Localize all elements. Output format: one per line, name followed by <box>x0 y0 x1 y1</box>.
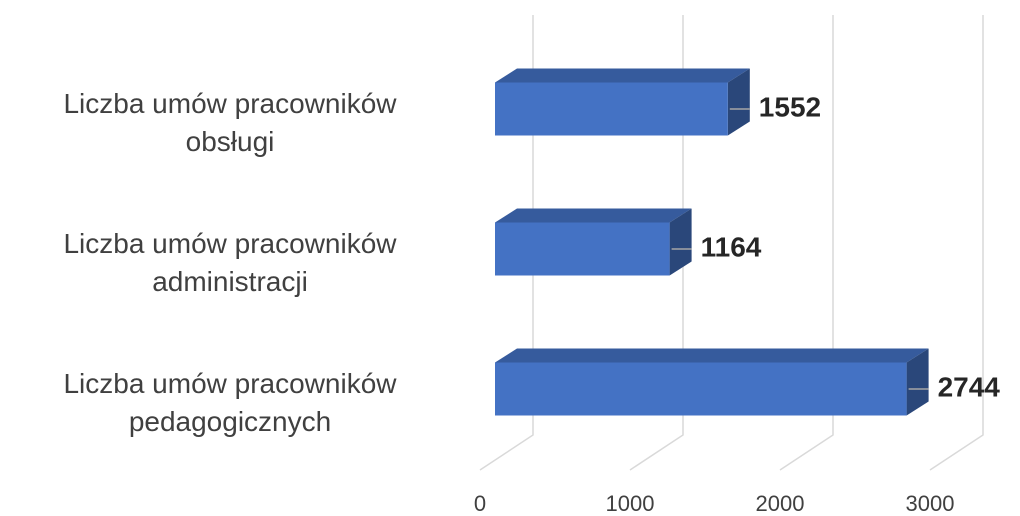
value-label: 1164 <box>701 231 762 262</box>
bar-side <box>669 208 692 276</box>
bar-top <box>495 208 692 223</box>
bar-side <box>906 348 929 416</box>
x-tick-label: 3000 <box>906 491 955 516</box>
x-tick-label: 2000 <box>756 491 805 516</box>
grid-line <box>479 15 534 471</box>
bar-top <box>495 68 750 83</box>
category-label: Liczba umów pracowników obsługi <box>63 88 397 157</box>
bar <box>495 208 692 276</box>
category-label: Liczba umów pracowników pedagogicznych <box>63 368 397 437</box>
bar-front <box>495 82 728 136</box>
grid-line <box>629 15 684 471</box>
grid-line <box>929 15 984 471</box>
bar-top <box>495 348 929 363</box>
category-label: Liczba umów pracowników administracji <box>63 228 397 297</box>
grid-line <box>779 15 834 471</box>
bar <box>495 68 750 136</box>
value-label: 1552 <box>759 91 821 122</box>
bar-front <box>495 222 670 276</box>
bar <box>495 348 929 416</box>
bar-front <box>495 362 907 416</box>
value-label: 2744 <box>938 371 1001 402</box>
x-tick-label: 0 <box>474 491 486 516</box>
bar-side <box>727 68 750 136</box>
x-tick-label: 1000 <box>606 491 655 516</box>
